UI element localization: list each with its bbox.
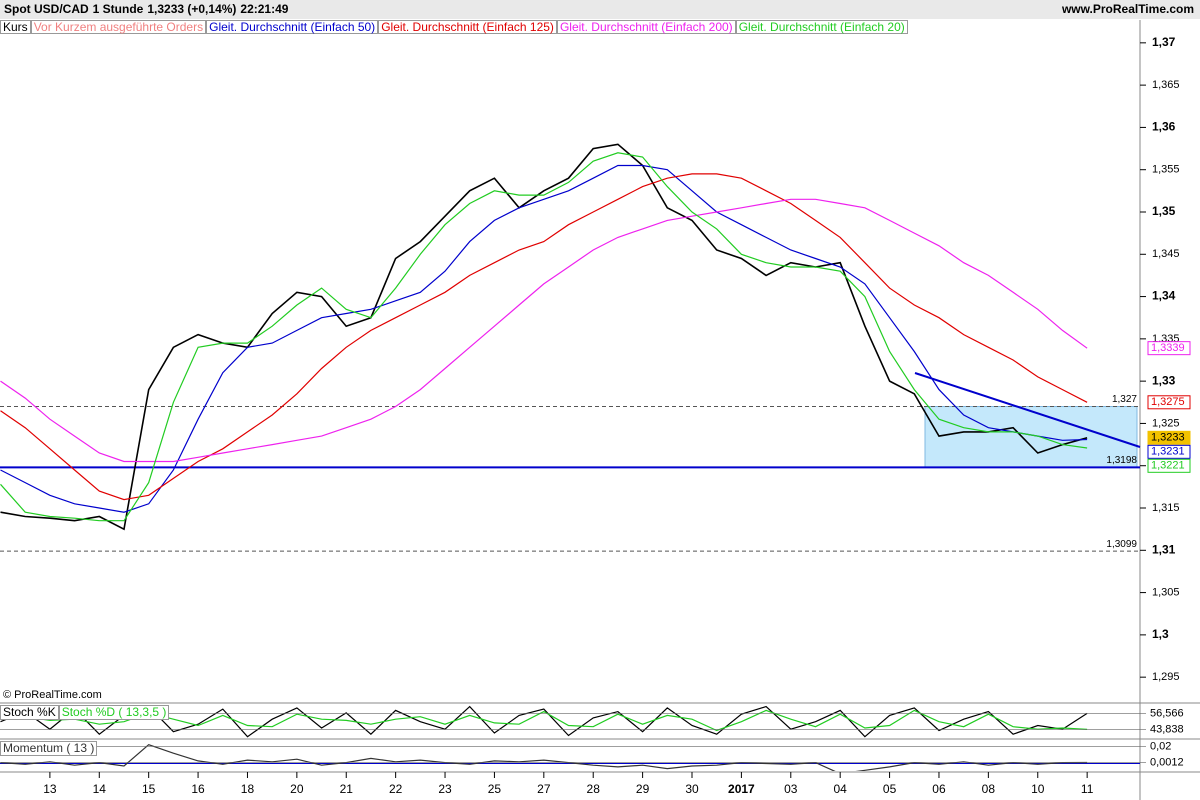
y-tick-label: 1,34	[1152, 289, 1176, 303]
price-tag	[1147, 395, 1191, 410]
x-tick-label: 23	[438, 782, 452, 796]
y-tick-label: 1,295	[1152, 671, 1180, 683]
legend-item: Gleit. Durchschnitt (Einfach 20)	[735, 20, 908, 34]
x-tick-label: 13	[43, 782, 57, 796]
series-line	[0, 152, 1088, 522]
series-line	[0, 143, 1088, 531]
x-tick-label: 15	[142, 782, 156, 796]
y-tick-label: 1,33	[1152, 373, 1176, 387]
x-tick-label: 16	[191, 782, 205, 796]
series-line	[0, 164, 1088, 513]
level-label: 1,327	[1112, 394, 1137, 405]
price-tag-label: 1,3231	[1151, 446, 1185, 458]
range-zone	[924, 406, 1138, 468]
y-tick-label: 1,315	[1152, 502, 1180, 514]
x-tick-label: 22	[389, 782, 403, 796]
copyright: © ProRealTime.com	[3, 689, 102, 701]
main-plot: 1,327 1,3198 1,3099	[0, 143, 1140, 552]
legend-item: Vor Kurzem ausgeführte Orders	[30, 20, 207, 34]
y-tick-label: 1,36	[1152, 120, 1176, 134]
price-tag	[1147, 430, 1191, 445]
site: www.ProRealTime.com	[1061, 2, 1194, 16]
x-tick-label: 20	[290, 782, 304, 796]
x-tick-label: 10	[1031, 782, 1045, 796]
period: 1 Stunde	[92, 2, 144, 16]
level-label: 1,3198	[1106, 455, 1137, 466]
price-tag-label: 1,3221	[1151, 460, 1185, 472]
x-tick-label: 25	[488, 782, 502, 796]
y-tick-label: 1,365	[1152, 79, 1180, 91]
y-tick-label: 1,3	[1152, 627, 1169, 641]
x-tick-label: 14	[93, 782, 107, 796]
x-tick-label: 30	[685, 782, 699, 796]
x-tick-label: 11	[1081, 782, 1094, 796]
y-tick-label: 1,37	[1152, 35, 1176, 49]
price-tag-label: 1,3233	[1151, 432, 1185, 444]
x-tick-label: 08	[982, 782, 996, 796]
y-tick-label: 0,02	[1150, 740, 1171, 752]
price-tag	[1147, 444, 1191, 459]
x-tick-label: 27	[537, 782, 551, 796]
x-tick-label: 05	[883, 782, 897, 796]
header: Spot USD/CAD 1 Stunde 1,3233 (+0,14%) 22:21…	[0, 0, 1200, 19]
price-tag-label: 1,3339	[1151, 342, 1185, 354]
y-tick-label: 1,355	[1152, 164, 1180, 176]
axes: 1,2951,31,3051,311,3151,321,3251,331,335…	[0, 35, 1191, 796]
y-tick-label: 1,325	[1152, 417, 1180, 429]
momentum-legend: Momentum ( 13 )	[0, 741, 98, 756]
symbol: Spot USD/CAD	[4, 2, 89, 16]
last-price: 1,3233 (+0,14%)	[147, 2, 237, 16]
series-line	[0, 198, 1088, 463]
trend-line	[914, 372, 1141, 448]
x-tick-label: 03	[784, 782, 798, 796]
y-tick-label: 1,31	[1152, 542, 1176, 556]
clock: 22:21:49	[240, 2, 289, 16]
stoch-legend: Stoch %K Stoch %D ( 13,3,5 )	[0, 705, 170, 720]
series-line	[0, 709, 1088, 732]
y-tick-label: 43,838	[1150, 723, 1184, 735]
price-tag-label: 1,3275	[1151, 396, 1185, 408]
y-tick-label: 0,0012	[1150, 756, 1184, 768]
series-line	[0, 744, 1088, 771]
momentum-plot	[0, 744, 1140, 771]
y-tick-label: 1,35	[1152, 204, 1176, 218]
x-tick-label: 28	[587, 782, 601, 796]
x-tick-label: 18	[241, 782, 255, 796]
x-tick-label: 04	[834, 782, 848, 796]
x-tick-label: 29	[636, 782, 650, 796]
price-tag	[1147, 341, 1191, 356]
legend-item: Gleit. Durchschnitt (Einfach 50)	[206, 20, 379, 34]
legend-item: Gleit. Durchschnitt (Einfach 200)	[556, 20, 736, 34]
x-tick-label: 21	[340, 782, 354, 796]
y-tick-label: 1,345	[1152, 248, 1180, 260]
series-line	[0, 173, 1088, 501]
x-tick-label: 06	[932, 782, 946, 796]
price-tag	[1147, 458, 1191, 473]
legend-item: Stoch %D ( 13,3,5 )	[58, 705, 170, 720]
x-tick-label: 2017	[728, 782, 755, 796]
y-tick-label: 1,305	[1152, 586, 1180, 598]
legend-item: Stoch %K	[0, 705, 59, 720]
level-label: 1,3099	[1106, 539, 1137, 550]
legend-item: Gleit. Durchschnitt (Einfach 125)	[378, 20, 557, 34]
legend-item: Momentum ( 13 )	[0, 741, 98, 756]
legend-item: Kurs	[0, 20, 31, 34]
legend: Kurs Vor Kurzem ausgeführte Orders Gleit. …	[0, 20, 908, 34]
y-tick-label: 56,566	[1150, 707, 1184, 719]
